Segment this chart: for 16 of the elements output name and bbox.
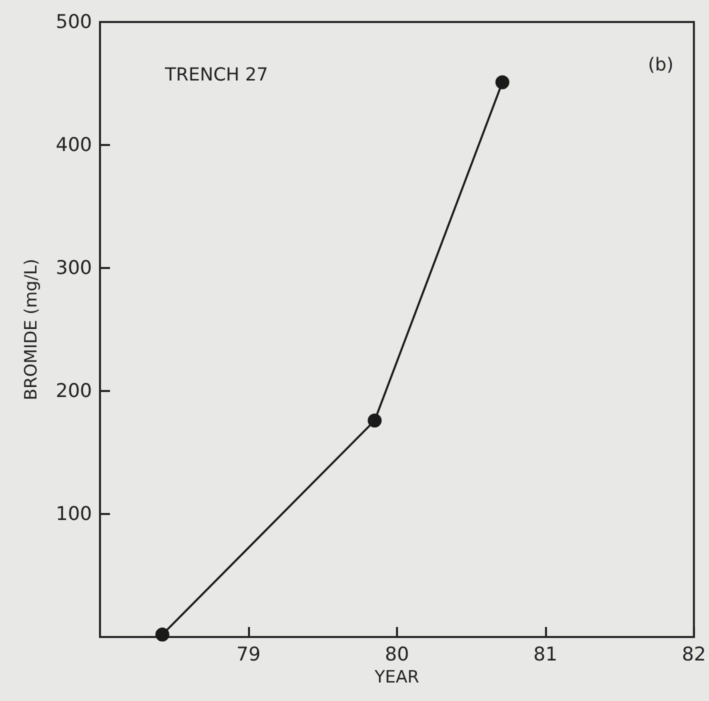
annotation: TRENCH 27 bbox=[164, 64, 268, 86]
y-axis-title: BROMIDE (mg/L) bbox=[22, 258, 42, 400]
x-tick-label: 82 bbox=[682, 644, 706, 666]
y-tick-label: 100 bbox=[56, 503, 92, 525]
point bbox=[368, 414, 382, 428]
x-tick-label: 81 bbox=[533, 644, 558, 666]
annotation: (b) bbox=[648, 54, 674, 76]
point bbox=[155, 628, 170, 642]
x-axis-title: YEAR bbox=[374, 667, 420, 688]
point bbox=[495, 75, 510, 90]
x-tick-label: 80 bbox=[384, 644, 410, 666]
y-tick-label: 500 bbox=[56, 11, 92, 33]
y-tick-label: 200 bbox=[56, 380, 92, 402]
x-tick-label: 79 bbox=[236, 644, 261, 666]
y-tick-label: 300 bbox=[56, 257, 92, 279]
y-tick-label: 400 bbox=[56, 134, 92, 156]
